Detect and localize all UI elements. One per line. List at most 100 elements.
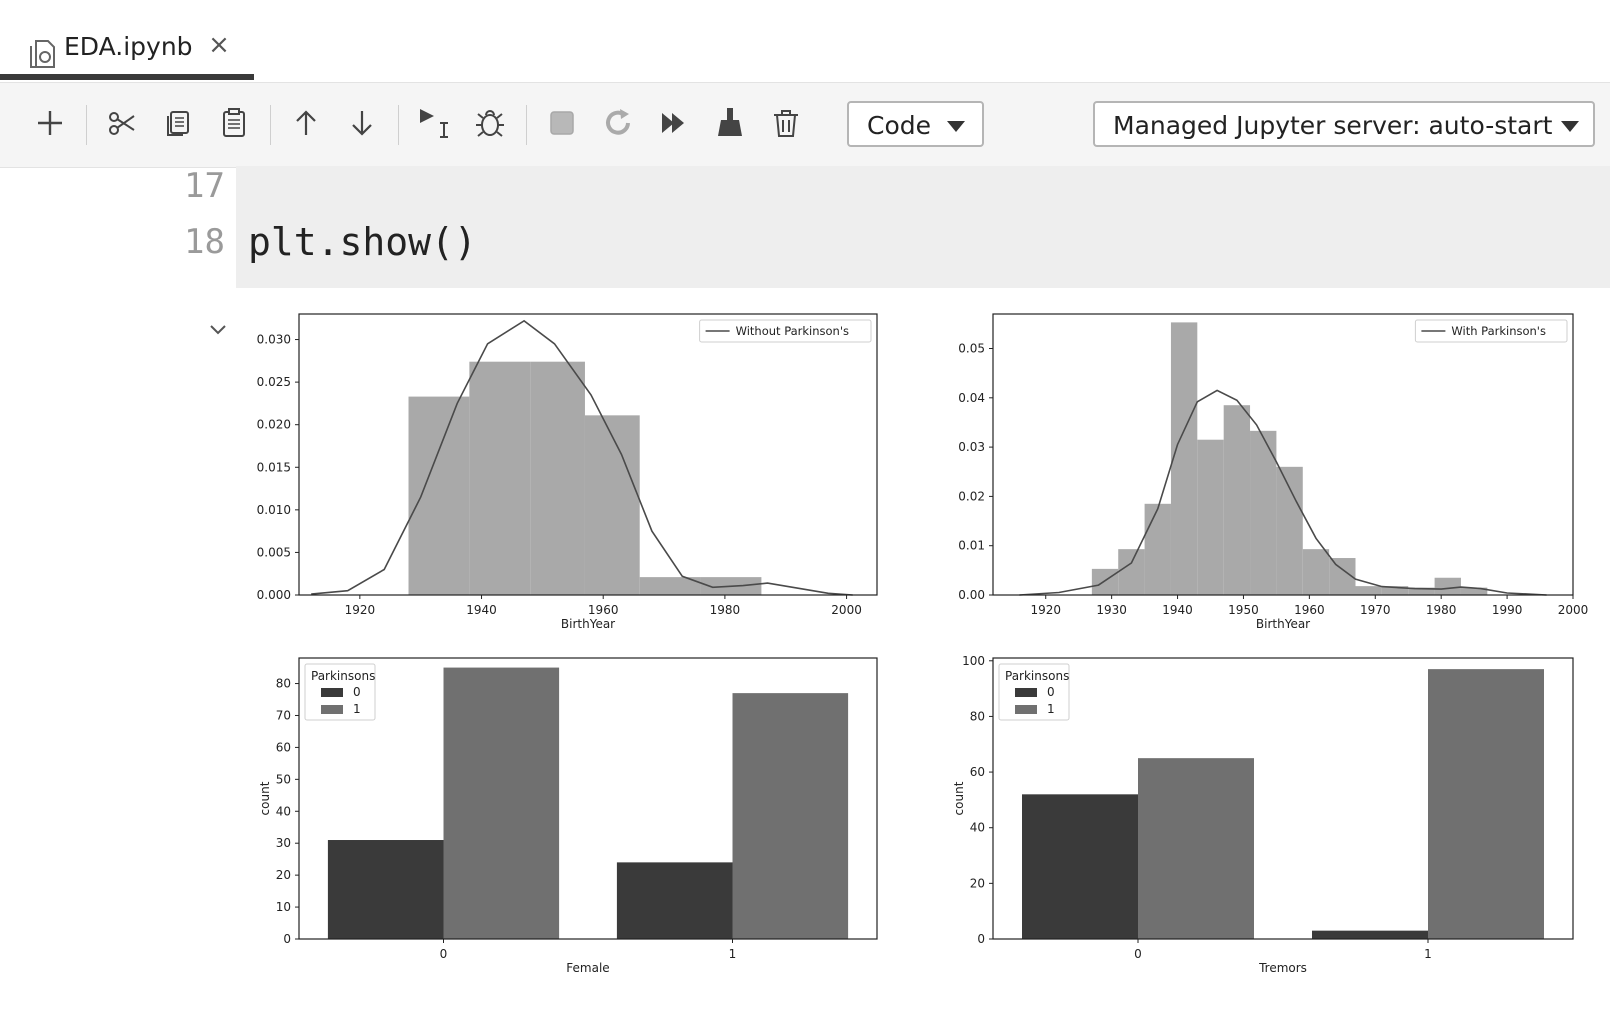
x-tick-label: 1920	[1030, 603, 1061, 617]
y-tick-label: 40	[276, 804, 291, 818]
tab-bar: EDA.ipynb ×	[0, 0, 1610, 82]
legend-label: Without Parkinson's	[736, 324, 849, 338]
count-bar	[1022, 794, 1138, 939]
histogram-bar	[1434, 577, 1461, 595]
count-bar	[327, 840, 444, 939]
plot-frame	[298, 657, 878, 940]
y-tick-label: 10	[276, 900, 291, 914]
count-bar	[1428, 669, 1544, 939]
histogram-bar	[1355, 586, 1382, 595]
output-figure: 1920 1940 1960 1980 20000.0000.0050.0100.015…	[257, 313, 1589, 975]
legend-label: 1	[353, 702, 361, 716]
histogram-bar	[639, 577, 701, 595]
server-dropdown[interactable]: Managed Jupyter server: auto-start	[1093, 101, 1595, 147]
y-tick-label: 0.05	[958, 342, 985, 356]
x-tick-label: 1980	[710, 603, 741, 617]
delete-icon[interactable]	[766, 103, 806, 143]
y-tick-label: 100	[962, 654, 985, 668]
code-cell-editor[interactable]	[236, 166, 1610, 288]
histogram-bar	[1276, 466, 1303, 595]
tab-title: EDA.ipynb	[64, 32, 193, 61]
x-tick-label: 0	[1134, 947, 1142, 961]
x-tick-label: 1	[729, 947, 737, 961]
debug-icon[interactable]	[470, 103, 510, 143]
y-tick-label: 0.015	[257, 460, 291, 474]
x-tick-label: 1920	[345, 603, 376, 617]
x-tick-label: 1	[1424, 947, 1432, 961]
notebook-toolbar: Code Managed Jupyter server: auto-start	[0, 82, 1610, 168]
restart-icon[interactable]	[598, 103, 638, 143]
x-tick-label: 1960	[588, 603, 619, 617]
plot-frame	[298, 313, 878, 596]
legend-label: 0	[1047, 685, 1055, 699]
code-line: plt.show()	[248, 220, 477, 264]
kde-line	[311, 319, 853, 596]
histogram-bar	[1118, 549, 1145, 595]
y-tick-label: 0	[977, 932, 985, 946]
y-tick-label: 50	[276, 772, 291, 786]
legend-label: 1	[1047, 702, 1055, 716]
legend-label: With Parkinson's	[1451, 324, 1546, 338]
plot-frame	[992, 657, 1574, 940]
plot-frame	[992, 313, 1574, 596]
legend-label: 0	[353, 685, 361, 699]
cell-type-dropdown[interactable]: Code	[847, 101, 984, 147]
run-cursor-icon[interactable]	[414, 103, 454, 143]
histogram-bar	[1250, 430, 1277, 595]
histogram-bar	[1091, 568, 1119, 595]
count-bar	[732, 693, 849, 939]
close-icon[interactable]: ×	[208, 30, 230, 60]
copy-icon[interactable]	[158, 103, 198, 143]
count-bar	[1312, 930, 1428, 939]
y-axis-label: count	[952, 781, 966, 815]
y-tick-label: 0.00	[958, 588, 985, 602]
legend-box	[699, 319, 872, 343]
notebook-icon	[30, 40, 55, 68]
y-tick-label: 30	[276, 836, 291, 850]
toolbar-divider	[526, 105, 527, 145]
stop-icon[interactable]	[542, 103, 582, 143]
histogram-bar	[1170, 322, 1198, 595]
count-bar	[443, 667, 560, 939]
count-bar	[616, 862, 733, 939]
y-tick-label: 20	[276, 868, 291, 882]
y-tick-label: 0.025	[257, 375, 291, 389]
y-tick-label: 70	[276, 708, 291, 722]
move-down-icon[interactable]	[342, 103, 382, 143]
toolbar-divider	[86, 105, 87, 145]
y-tick-label: 0	[283, 932, 291, 946]
tab-eda-notebook[interactable]: EDA.ipynb ×	[0, 10, 254, 82]
y-tick-label: 0.020	[257, 418, 291, 432]
cell-type-label: Code	[867, 111, 932, 140]
y-tick-label: 0.000	[257, 588, 291, 602]
cut-icon[interactable]	[102, 103, 142, 143]
chevron-down-icon	[1561, 121, 1579, 132]
legend-title: Parkinsons	[1005, 669, 1069, 683]
x-axis-label: BirthYear	[1256, 617, 1310, 631]
histogram-bar	[584, 415, 640, 595]
histogram-bar	[1144, 503, 1171, 595]
y-tick-label: 0.030	[257, 333, 291, 347]
kde-line	[1019, 389, 1547, 596]
toolbar-divider	[398, 105, 399, 145]
y-tick-label: 60	[970, 765, 985, 779]
legend-swatch	[1015, 705, 1037, 714]
y-tick-label: 0.03	[958, 440, 985, 454]
collapse-output-icon[interactable]	[206, 318, 230, 342]
y-tick-label: 0.04	[958, 391, 985, 405]
histogram-bar	[1381, 586, 1409, 595]
histogram-bar	[469, 361, 531, 595]
clear-icon[interactable]	[710, 103, 750, 143]
x-tick-label: 2000	[831, 603, 862, 617]
run-all-icon[interactable]	[654, 103, 694, 143]
x-tick-label: 2000	[1558, 603, 1589, 617]
histogram-bar	[530, 361, 585, 595]
histogram-bar	[1197, 439, 1224, 595]
histogram-bar	[408, 396, 470, 595]
legend-swatch	[321, 688, 343, 697]
line-number: 17	[184, 166, 225, 206]
add-cell-icon[interactable]	[30, 103, 70, 143]
move-up-icon[interactable]	[286, 103, 326, 143]
histogram-bar	[1460, 587, 1488, 595]
paste-icon[interactable]	[214, 103, 254, 143]
